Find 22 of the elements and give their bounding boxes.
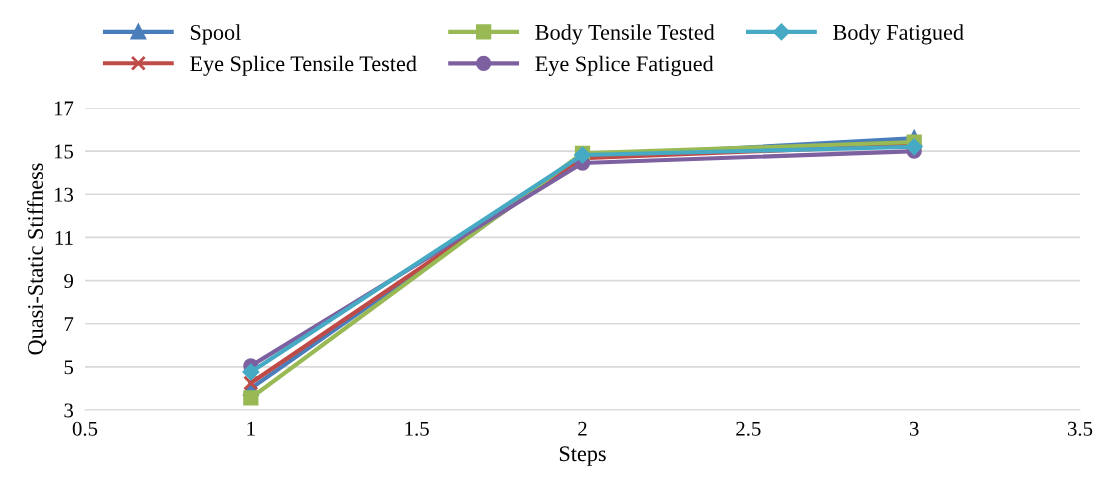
legend-label: Eye Splice Fatigued [535, 55, 714, 76]
x-tick-label: 3.5 [1067, 421, 1093, 436]
y-tick-label: 13 [54, 187, 74, 202]
y-tick-label: 17 [54, 101, 74, 116]
x-tick-label: 2 [578, 421, 587, 436]
x-axis-title: Steps [559, 446, 606, 466]
x-tick-label: 1 [247, 421, 255, 436]
x-tick-label: 2.5 [736, 421, 761, 436]
legend-label: Body Fatigued [833, 24, 964, 45]
legend-label: Body Tensile Tested [535, 24, 715, 45]
y-tick-label: 3 [64, 403, 74, 418]
x-tick-label: 0.5 [72, 421, 98, 436]
y-tick-label: 7 [64, 317, 74, 331]
legend-label: Spool [190, 24, 241, 45]
y-tick-label: 9 [64, 274, 74, 288]
y-tick-label: 11 [55, 230, 73, 245]
legend-label: Eye Splice Tensile Tested [190, 55, 417, 76]
y-axis-title: Quasi-Static Stiffness [27, 163, 47, 355]
x-tick-label: 1.5 [405, 421, 429, 436]
x-tick-label: 3 [909, 421, 919, 436]
y-tick-label: 5 [64, 360, 74, 375]
y-tick-label: 15 [54, 144, 74, 159]
